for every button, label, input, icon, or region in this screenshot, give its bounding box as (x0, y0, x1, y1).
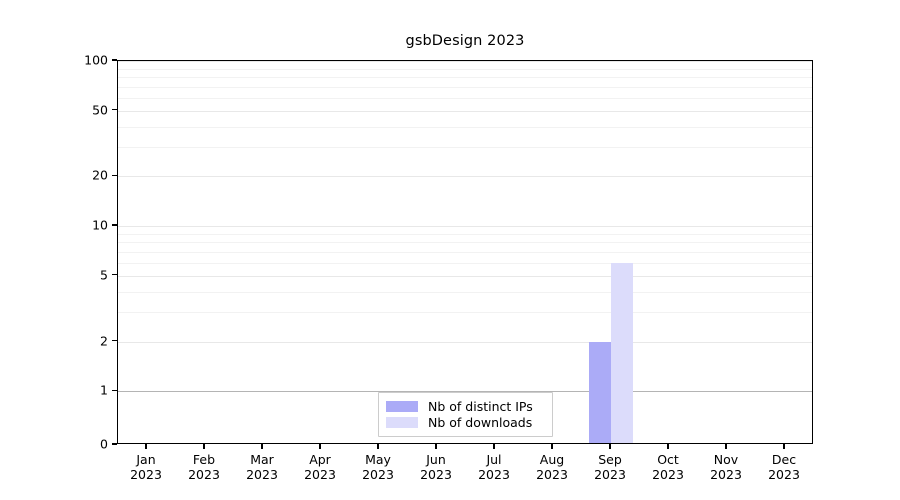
x-axis-tick-label: Jan 2023 (111, 452, 181, 482)
x-axis-tick (725, 444, 727, 449)
x-axis-tick (145, 444, 147, 449)
gridline-minor (118, 233, 812, 235)
legend-item: Nb of distinct IPs (386, 398, 545, 414)
x-axis-tick (203, 444, 205, 449)
bar (589, 341, 611, 443)
chart-legend: Nb of distinct IPs Nb of downloads (378, 392, 553, 437)
x-axis-tick-label: Nov 2023 (691, 452, 761, 482)
x-axis-tick-label: Mar 2023 (227, 452, 297, 482)
legend-swatch (386, 400, 418, 412)
x-axis-tick (609, 444, 611, 449)
gridline-major (118, 341, 812, 343)
x-axis-tick (667, 444, 669, 449)
x-tick-year: 2023 (420, 467, 452, 482)
gridline-threshold (118, 391, 812, 393)
y-axis-tick-label: 0 (100, 436, 108, 452)
legend-item: Nb of downloads (386, 414, 545, 430)
gridline-minor (118, 147, 812, 149)
y-axis-tick (112, 224, 117, 226)
page-title: gsbDesign 2023 (405, 33, 525, 49)
x-tick-month: Feb (192, 452, 216, 467)
y-axis-tick (112, 174, 117, 177)
bar (611, 262, 633, 443)
x-tick-year: 2023 (768, 467, 800, 482)
x-tick-month: May (365, 452, 391, 467)
x-axis-tick-label: Jun 2023 (401, 452, 471, 482)
y-axis-tick (112, 443, 117, 445)
gridline-minor (118, 251, 812, 253)
x-tick-month: Sep (598, 452, 622, 467)
x-tick-month: Apr (309, 452, 331, 467)
x-axis-tick-label: Sep 2023 (575, 452, 645, 482)
x-axis-tick (319, 444, 321, 449)
gridline-minor (118, 97, 812, 99)
y-axis-tick-label: 100 (84, 52, 108, 68)
x-tick-month: Oct (657, 452, 679, 467)
x-axis-tick-label: Apr 2023 (285, 452, 355, 482)
x-tick-year: 2023 (710, 467, 742, 482)
x-axis-tick (493, 444, 495, 449)
x-tick-month: Nov (713, 452, 739, 467)
x-axis-tick-label: May 2023 (343, 452, 413, 482)
x-tick-month: Jul (486, 452, 502, 467)
x-tick-month: Dec (771, 452, 797, 467)
gridline-major (118, 176, 812, 178)
y-axis-tick-label: 2 (100, 333, 108, 349)
x-tick-year: 2023 (594, 467, 626, 482)
x-axis-tick-label: Jul 2023 (459, 452, 529, 482)
x-tick-year: 2023 (362, 467, 394, 482)
x-axis-tick (435, 444, 437, 449)
y-axis-tick-label: 10 (92, 217, 108, 233)
gridline-minor (118, 68, 812, 70)
gridline-major (118, 61, 812, 62)
gridline-minor (118, 77, 812, 78)
plot-area (117, 60, 813, 444)
x-tick-year: 2023 (304, 467, 336, 482)
legend-label: Nb of distinct IPs (428, 398, 533, 414)
gridline-minor (118, 262, 812, 264)
gridline-minor (118, 242, 812, 244)
x-axis-tick (377, 444, 379, 449)
x-tick-year: 2023 (130, 467, 162, 482)
y-axis-tick-label: 5 (100, 267, 108, 283)
y-axis-tick (112, 339, 117, 342)
x-tick-month: Mar (250, 452, 274, 467)
x-axis-tick-label: Dec 2023 (749, 452, 819, 482)
gridline-major (118, 226, 812, 228)
gridline-minor (118, 126, 812, 128)
legend-swatch (386, 416, 418, 428)
y-axis-tick (112, 389, 117, 391)
x-axis-tick-label: Feb 2023 (169, 452, 239, 482)
y-axis-tick (112, 274, 117, 276)
x-tick-year: 2023 (188, 467, 220, 482)
x-tick-month: Aug (539, 452, 565, 467)
legend-label: Nb of downloads (428, 414, 533, 430)
gridline-minor (118, 86, 812, 88)
x-axis-tick (261, 444, 263, 449)
x-axis-tick-label: Aug 2023 (517, 452, 587, 482)
x-axis-tick (551, 444, 553, 449)
gridline-major (118, 275, 812, 277)
gridline-minor (118, 291, 812, 293)
x-tick-month: Jan (136, 452, 156, 467)
y-axis-tick-label: 1 (100, 382, 108, 398)
gridline-major (118, 110, 812, 112)
y-axis-tick (112, 109, 117, 111)
x-tick-month: Jun (426, 452, 446, 467)
x-axis-tick-label: Oct 2023 (633, 452, 703, 482)
gridline-minor (118, 312, 812, 314)
x-axis-tick (783, 444, 785, 449)
y-axis-tick-label: 50 (92, 102, 108, 118)
x-tick-year: 2023 (652, 467, 684, 482)
y-axis-tick-label: 20 (92, 167, 108, 183)
x-tick-year: 2023 (246, 467, 278, 482)
y-axis-tick (112, 59, 117, 61)
x-tick-year: 2023 (536, 467, 568, 482)
x-tick-year: 2023 (478, 467, 510, 482)
